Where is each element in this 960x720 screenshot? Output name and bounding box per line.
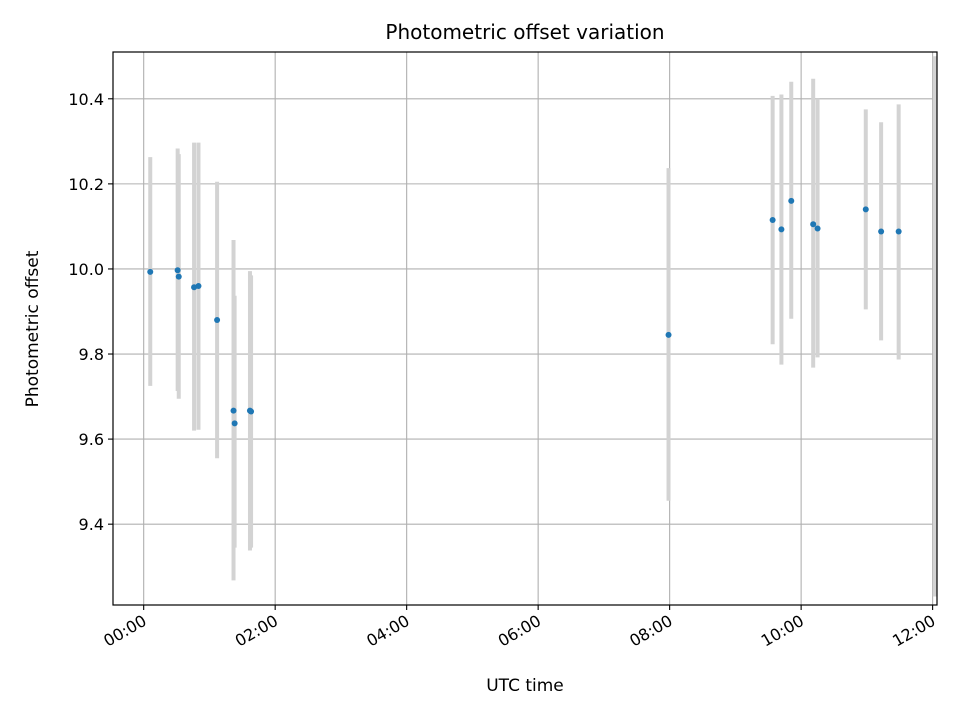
y-tick-label: 10.4: [68, 90, 104, 109]
data-point: [769, 217, 776, 224]
data-point: [230, 407, 237, 414]
data-point: [248, 408, 255, 415]
data-point: [895, 228, 902, 235]
data-point: [788, 197, 795, 204]
y-tick-label: 9.4: [79, 515, 104, 534]
y-tick-label: 10.0: [68, 260, 104, 279]
data-point: [147, 268, 154, 275]
data-point: [862, 206, 869, 213]
data-point: [174, 267, 181, 274]
data-points: [147, 197, 902, 427]
chart-title: Photometric offset variation: [385, 20, 664, 44]
data-point: [810, 221, 817, 228]
data-point: [175, 273, 182, 280]
data-point: [778, 226, 785, 233]
data-point: [665, 331, 672, 338]
plot-frame: [112, 51, 938, 606]
x-axis-label: UTC time: [486, 676, 564, 696]
y-axis-label: Photometric offset: [23, 250, 43, 407]
y-tick-label: 9.8: [79, 345, 104, 364]
data-point: [214, 316, 221, 323]
data-point: [878, 228, 885, 235]
data-point: [231, 420, 238, 427]
y-tick-label: 10.2: [68, 175, 104, 194]
y-axis: 9.4 9.6 9.8 10.0 10.2 10.4: [68, 90, 113, 534]
y-tick-label: 9.6: [79, 430, 104, 449]
data-point: [195, 282, 202, 289]
data-point: [814, 225, 821, 232]
